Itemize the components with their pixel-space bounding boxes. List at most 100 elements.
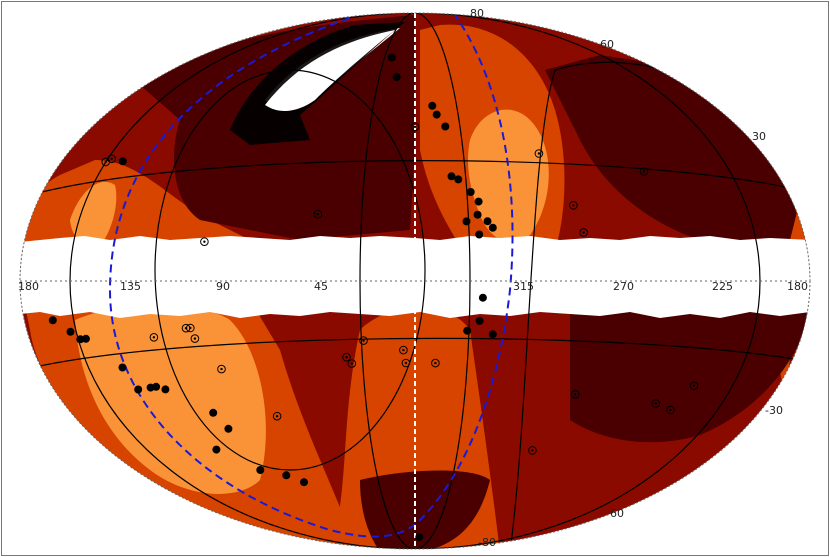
data-point-dot: [193, 337, 197, 340]
data-point-circled: [651, 399, 661, 408]
data-point-dot: [189, 326, 192, 330]
data-point-dot: [350, 362, 353, 365]
data-point: [161, 385, 170, 394]
data-point-ring: [689, 381, 699, 391]
data-point-circled: [107, 154, 116, 164]
data-point-ring: [107, 154, 116, 164]
data-point: [118, 363, 127, 372]
data-point-ring: [666, 405, 675, 415]
data-point-circled: [401, 358, 411, 368]
data-point-dot: [104, 160, 107, 164]
data-point-ring: [410, 122, 420, 132]
data-point-circled: [689, 381, 699, 391]
data-point-dot: [275, 415, 279, 418]
data-point-ring: [399, 345, 408, 355]
data-point-circled: [200, 237, 209, 246]
data-point-circled: [666, 405, 675, 415]
data-point: [66, 327, 75, 336]
data-point-ring: [651, 399, 661, 408]
data-point: [478, 293, 487, 302]
data-point: [463, 326, 472, 335]
data-point-circled: [534, 149, 544, 158]
data-point: [475, 230, 484, 239]
lat-label: 60: [600, 38, 614, 51]
outline-curve: [154, 69, 426, 471]
data-point: [282, 471, 291, 480]
data-point-dot: [220, 367, 223, 371]
lon-label: 180: [787, 280, 808, 293]
data-point-dot: [572, 204, 575, 207]
data-point-circled: [359, 336, 368, 345]
data-point: [454, 175, 463, 184]
data-point: [81, 334, 90, 343]
data-point-ring: [342, 352, 351, 362]
data-point-circled: [149, 333, 159, 342]
data-point: [473, 210, 482, 219]
data-point-circled: [528, 446, 537, 455]
data-point: [441, 122, 450, 131]
data-point-dot: [362, 339, 365, 342]
data-point-ring: [217, 364, 226, 374]
data-point: [432, 110, 441, 119]
data-point: [212, 445, 221, 454]
data-point-ring: [528, 446, 537, 455]
data-point-ring: [313, 209, 323, 219]
data-point-dot: [654, 402, 657, 405]
data-point: [447, 172, 456, 181]
data-point-dot: [669, 408, 672, 412]
data-point-dot: [434, 361, 437, 365]
data-point-dot: [402, 348, 405, 352]
data-point: [152, 382, 161, 391]
lon-label: 90: [216, 280, 230, 293]
data-point: [256, 466, 265, 474]
lat-label: -80: [478, 536, 496, 549]
data-point-dot: [537, 152, 541, 155]
data-point-dot: [692, 384, 696, 387]
data-point-circled: [272, 411, 282, 421]
tick-labels: 180 135 90 45 315 270 225 180 80 60 30 -…: [18, 7, 808, 549]
sky-outline: [19, 12, 811, 550]
data-point: [387, 53, 396, 62]
data-point-dot: [110, 157, 113, 160]
data-point-dot: [574, 393, 577, 396]
outline-curve: [29, 160, 801, 196]
data-point-ring: [190, 334, 200, 343]
data-point-circled: [399, 345, 408, 355]
data-point-dot: [152, 336, 156, 339]
data-point: [48, 316, 57, 325]
data-point-dot: [316, 212, 320, 216]
points-layer: [48, 53, 699, 542]
data-point-ring: [347, 359, 357, 368]
great-circle-dashed: [108, 14, 514, 538]
lon-label: 45: [314, 280, 328, 293]
data-point-circled: [410, 122, 420, 132]
data-point-circled: [217, 364, 226, 374]
data-point-ring: [401, 358, 411, 368]
data-point-circled: [190, 334, 200, 343]
data-point: [415, 533, 424, 542]
data-point-circled: [313, 209, 323, 219]
data-point-ring: [570, 390, 580, 399]
data-point: [300, 478, 308, 487]
data-point: [224, 424, 233, 433]
masked-region-inner: [265, 30, 395, 112]
lon-label: 225: [712, 280, 733, 293]
lat-label: -30: [765, 404, 783, 417]
data-point-ring: [186, 323, 195, 333]
data-point: [428, 101, 437, 110]
lon-label: 180: [18, 280, 39, 293]
data-point-circled: [186, 323, 195, 333]
data-point-circled: [579, 228, 588, 237]
data-point-circled: [639, 167, 649, 176]
data-point: [209, 408, 218, 417]
data-point-circled: [347, 359, 357, 368]
data-point: [134, 385, 143, 394]
data-point: [462, 217, 471, 226]
data-point: [488, 223, 497, 232]
data-point-dot: [404, 361, 408, 365]
data-point-circled: [570, 390, 580, 399]
data-point: [475, 316, 484, 325]
lon-label: 270: [613, 280, 634, 293]
lat-label: 60: [610, 507, 624, 520]
outline-curve: [29, 337, 801, 369]
